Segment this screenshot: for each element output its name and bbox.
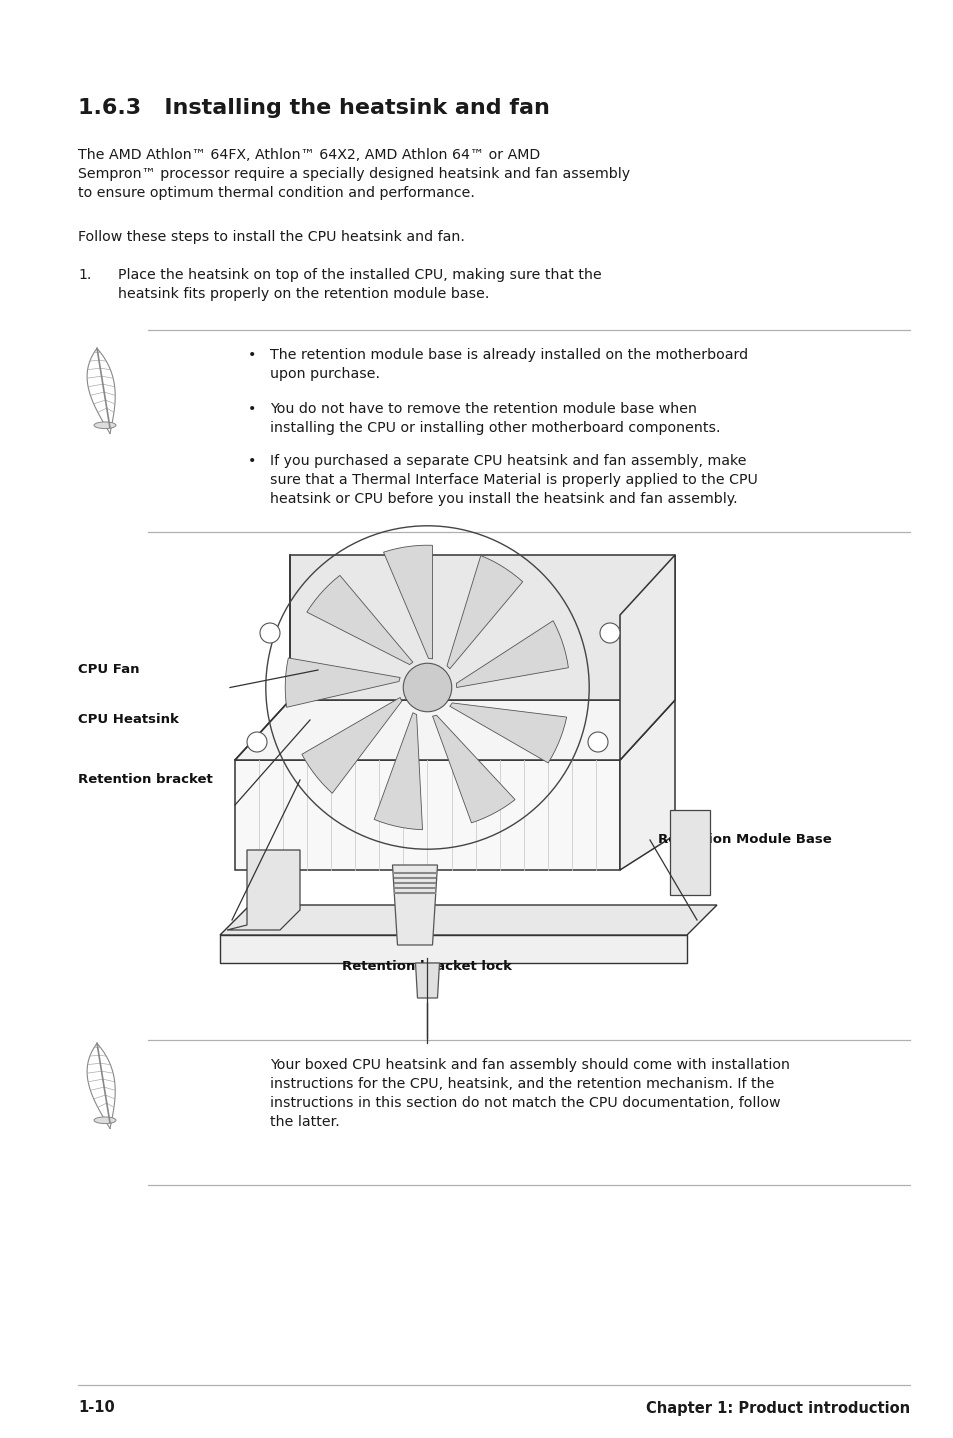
Text: The retention module base is already installed on the motherboard
upon purchase.: The retention module base is already ins…	[270, 348, 747, 381]
Text: Your boxed CPU heatsink and fan assembly should come with installation
instructi: Your boxed CPU heatsink and fan assembly…	[270, 1058, 789, 1129]
Polygon shape	[383, 545, 432, 659]
Polygon shape	[416, 963, 439, 998]
Text: The AMD Athlon™ 64FX, Athlon™ 64X2, AMD Athlon 64™ or AMD
Sempron™ processor req: The AMD Athlon™ 64FX, Athlon™ 64X2, AMD …	[78, 148, 630, 200]
Text: 1.6.3   Installing the heatsink and fan: 1.6.3 Installing the heatsink and fan	[78, 98, 549, 118]
Text: 1-10: 1-10	[78, 1401, 114, 1415]
Polygon shape	[619, 555, 675, 761]
Polygon shape	[290, 555, 675, 700]
Text: CPU Fan: CPU Fan	[78, 663, 139, 676]
Text: If you purchased a separate CPU heatsink and fan assembly, make
sure that a Ther: If you purchased a separate CPU heatsink…	[270, 454, 757, 506]
Circle shape	[587, 732, 607, 752]
Polygon shape	[227, 850, 299, 930]
Polygon shape	[432, 715, 515, 823]
Text: •: •	[248, 403, 256, 416]
Polygon shape	[392, 866, 437, 945]
Circle shape	[247, 732, 267, 752]
Polygon shape	[447, 555, 522, 669]
Text: 1.: 1.	[78, 267, 91, 282]
Polygon shape	[619, 700, 675, 870]
Text: •: •	[248, 348, 256, 362]
Text: Chapter 1: Product introduction: Chapter 1: Product introduction	[645, 1401, 909, 1415]
Polygon shape	[456, 621, 568, 687]
Text: Retention bracket: Retention bracket	[78, 774, 213, 787]
Text: You do not have to remove the retention module base when
installing the CPU or i: You do not have to remove the retention …	[270, 403, 720, 434]
Polygon shape	[234, 700, 675, 761]
Ellipse shape	[94, 1117, 116, 1123]
Text: Retention Module Base: Retention Module Base	[658, 834, 831, 847]
Polygon shape	[220, 935, 686, 963]
Polygon shape	[234, 761, 619, 870]
Circle shape	[403, 663, 452, 712]
Text: Follow these steps to install the CPU heatsink and fan.: Follow these steps to install the CPU he…	[78, 230, 464, 244]
Polygon shape	[374, 713, 422, 830]
Polygon shape	[285, 659, 399, 707]
Text: •: •	[248, 454, 256, 467]
Polygon shape	[220, 905, 717, 935]
Polygon shape	[449, 703, 566, 764]
Circle shape	[260, 623, 280, 643]
Polygon shape	[301, 697, 401, 794]
Polygon shape	[307, 575, 413, 664]
Ellipse shape	[94, 421, 116, 429]
Circle shape	[599, 623, 619, 643]
Text: CPU Heatsink: CPU Heatsink	[78, 713, 179, 726]
Text: Retention bracket lock: Retention bracket lock	[342, 961, 512, 974]
Text: Place the heatsink on top of the installed CPU, making sure that the
heatsink fi: Place the heatsink on top of the install…	[118, 267, 601, 301]
Polygon shape	[669, 810, 709, 894]
